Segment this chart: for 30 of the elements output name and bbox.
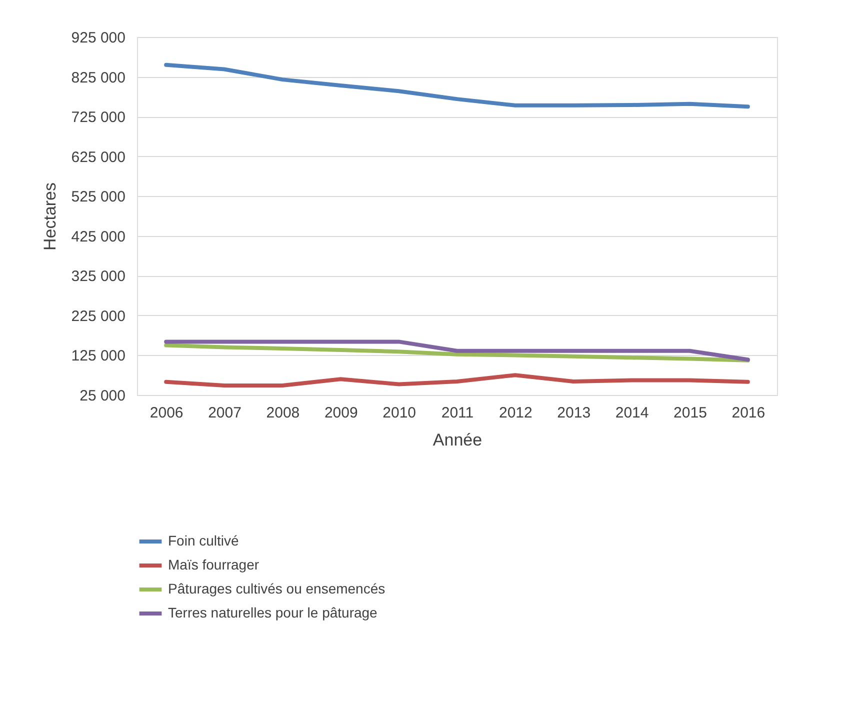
x-tick-label: 2014 [615, 404, 649, 422]
line-series [164, 62, 750, 109]
x-tick-label: 2011 [441, 404, 474, 422]
y-tick-label: 825 000 [71, 69, 126, 86]
line-series [164, 373, 750, 388]
y-tick-label: 225 000 [71, 308, 126, 325]
y-tick-label: 725 000 [71, 109, 126, 126]
x-tick-label: 2008 [266, 404, 300, 422]
y-tick-label: 925 000 [71, 30, 126, 46]
y-axis-title: Hectares [40, 182, 60, 251]
x-tick-label: 2010 [382, 404, 416, 422]
x-tick-label: 2016 [732, 404, 766, 422]
legend-label: Terres naturelles pour le pâturage [168, 604, 378, 620]
y-tick-label: 325 000 [71, 268, 126, 286]
y-tick-label: 25 000 [80, 388, 126, 404]
y-tick-label: 625 000 [71, 148, 126, 166]
x-tick-label: 2013 [557, 404, 591, 422]
x-tick-label: 2007 [208, 404, 242, 422]
y-tick-label: 125 000 [71, 348, 126, 365]
legend-label: Pâturages cultivés ou ensemencés [168, 580, 386, 596]
line-series [164, 343, 750, 362]
y-tick-label: 425 000 [71, 228, 126, 246]
x-tick-label: 2015 [674, 404, 707, 422]
legend-label: Foin cultivé [168, 532, 240, 548]
x-tick-label: 2012 [498, 404, 532, 422]
x-axis-title: Année [432, 430, 482, 450]
legend-label: Maïs fourrager [168, 556, 260, 572]
y-tick-label: 525 000 [71, 188, 126, 206]
x-tick-label: 2009 [324, 404, 358, 422]
x-tick-label: 2006 [150, 404, 184, 422]
